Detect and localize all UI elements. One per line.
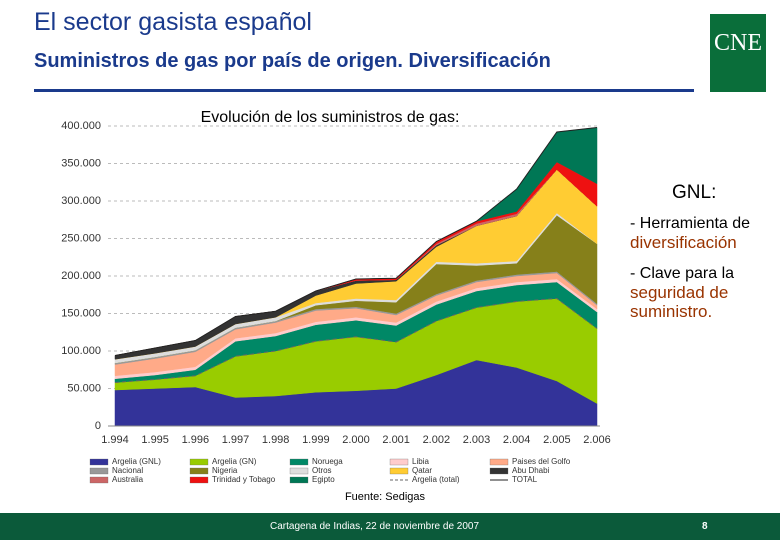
legend-swatch	[489, 467, 509, 475]
slide-subtitle: Suministros de gas por país de origen. D…	[34, 50, 551, 72]
note-text: - Herramienta de	[630, 215, 751, 232]
legend-swatch	[289, 476, 309, 484]
x-tick-label: 1.996	[182, 434, 210, 446]
page-number: 8	[702, 521, 708, 532]
footer-place: Cartagena de Indias, 22 de noviembre de …	[270, 521, 480, 532]
legend-swatch	[289, 467, 309, 475]
legend-label: Abu Dhabi	[512, 466, 550, 475]
legend-swatch	[189, 467, 209, 475]
x-tick-label: 1.998	[262, 434, 290, 446]
x-tick-label: 2.006	[583, 434, 611, 446]
x-tick-label: 2.001	[382, 434, 410, 446]
legend-swatch	[289, 458, 309, 466]
legend-swatch	[89, 458, 109, 466]
slide-title: El sector gasista español	[34, 8, 312, 36]
notes: GNL: - Herramienta de diversificación - Cl…	[630, 182, 775, 333]
legend-label: Qatar	[412, 466, 432, 475]
legend-label: TOTAL	[512, 475, 538, 484]
note-item: - Herramienta de diversificación	[630, 214, 775, 252]
y-tick-label: 150.000	[61, 307, 101, 319]
note-item: - Clave para la seguridad de suministro.	[630, 264, 775, 321]
x-tick-label: 1.997	[222, 434, 250, 446]
x-tick-label: 2.004	[503, 434, 531, 446]
legend-label: Argelia (GN)	[212, 457, 257, 466]
legend-swatch	[389, 458, 409, 466]
x-tick-label: 2.003	[463, 434, 491, 446]
y-tick-label: 200.000	[61, 270, 101, 282]
note-highlight: seguridad de suministro.	[630, 283, 729, 321]
legend-label: Libia	[412, 457, 429, 466]
legend-label: Australia	[112, 475, 144, 484]
legend-label: Paises del Golfo	[512, 457, 571, 466]
footer: Cartagena de Indias, 22 de noviembre de …	[0, 513, 780, 540]
note-highlight: diversificación	[630, 233, 737, 252]
logo: CNE	[710, 14, 766, 92]
legend-swatch	[189, 476, 209, 484]
series-line	[114, 127, 598, 356]
y-tick-label: 100.000	[61, 345, 101, 357]
y-tick-label: 300.000	[61, 195, 101, 207]
title-rule	[34, 89, 694, 92]
legend-label: Nacional	[112, 466, 143, 475]
legend-label: Nigeria	[212, 466, 238, 475]
y-tick-label: 0	[95, 420, 101, 432]
x-tick-label: 1.999	[302, 434, 330, 446]
x-tick-label: 2.005	[543, 434, 571, 446]
chart-title: Evolución de los suministros de gas:	[201, 109, 460, 126]
legend-swatch	[89, 467, 109, 475]
legend-label: Argelia (total)	[412, 475, 460, 484]
legend-label: Egipto	[312, 475, 335, 484]
y-tick-label: 50.000	[67, 382, 101, 394]
legend-swatch	[189, 458, 209, 466]
y-tick-label: 400.000	[61, 120, 101, 132]
legend-label: Noruega	[312, 457, 343, 466]
chart-source: Fuente: Sedigas	[345, 491, 426, 503]
series-line	[114, 297, 598, 383]
x-tick-label: 2.000	[342, 434, 370, 446]
x-tick-label: 1.995	[141, 434, 169, 446]
chart: Evolución de los suministros de gas: Fue…	[61, 109, 611, 503]
legend-label: Trinidad y Tobago	[212, 475, 276, 484]
y-tick-label: 350.000	[61, 157, 101, 169]
x-tick-label: 1.994	[101, 434, 129, 446]
note-text: - Clave para la	[630, 265, 735, 282]
x-tick-label: 2.002	[423, 434, 451, 446]
legend-swatch	[89, 476, 109, 484]
y-tick-label: 250.000	[61, 232, 101, 244]
legend-label: Argelia (GNL)	[112, 457, 161, 466]
legend-label: Otros	[312, 466, 332, 475]
notes-heading: GNL:	[672, 182, 717, 203]
legend-swatch	[489, 458, 509, 466]
legend-swatch	[389, 467, 409, 475]
